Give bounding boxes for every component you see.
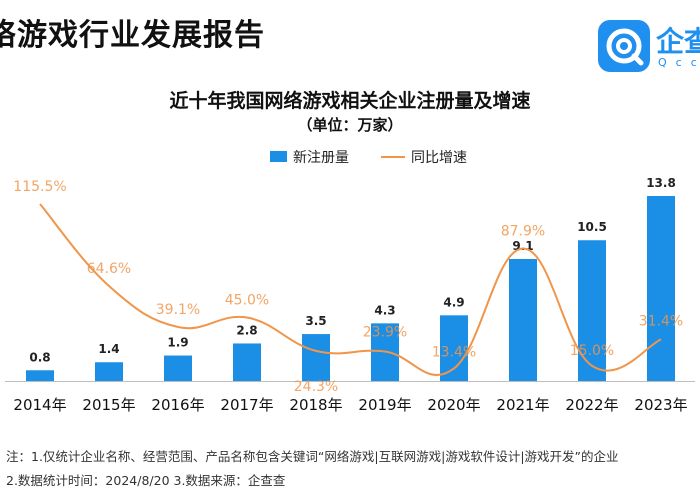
growth-rate-label: 23.9%: [363, 325, 407, 341]
chart-subtitle: （单位：万家）: [297, 116, 403, 134]
legend-line-swatch: [381, 156, 405, 158]
bar-value-label: 2.8: [236, 323, 257, 337]
chart-title: 近十年我国网络游戏相关企业注册量及增速: [169, 90, 531, 112]
bar: [647, 196, 675, 381]
legend-line-label: 同比增速: [411, 150, 467, 166]
growth-rate-label: 13.4%: [432, 344, 476, 360]
qcc-logo-icon: [598, 20, 650, 72]
legend-bar-label: 新注册量: [293, 150, 349, 166]
bar: [233, 343, 261, 381]
bar: [26, 370, 54, 381]
report-title: 络游戏行业发展报告: [0, 18, 265, 53]
bar-value-label: 13.8: [646, 176, 676, 190]
x-tick-label: 2022年: [565, 396, 618, 414]
bar: [440, 315, 468, 381]
bar-value-label: 1.4: [98, 342, 119, 356]
growth-rate-label: 31.4%: [639, 313, 683, 329]
bar-value-label: 4.9: [443, 295, 464, 309]
x-tick-label: 2019年: [358, 396, 411, 414]
bar-value-label: 3.5: [305, 314, 326, 328]
x-tick-label: 2021年: [496, 396, 549, 414]
legend-bar-swatch: [270, 151, 287, 162]
bar-value-label: 1.9: [167, 336, 188, 350]
bar: [578, 240, 606, 381]
brand-sub: Qcc: [658, 56, 697, 69]
x-tick-label: 2014年: [13, 396, 66, 414]
growth-rate-label: 39.1%: [156, 302, 200, 318]
x-tick-label: 2016年: [151, 396, 204, 414]
x-tick-label: 2017年: [220, 396, 273, 414]
growth-rate-label: 45.0%: [225, 293, 269, 309]
bar: [164, 355, 192, 381]
growth-rate-label: 24.3%: [294, 379, 338, 395]
x-tick-label: 2018年: [289, 396, 342, 414]
bar-value-label: 10.5: [577, 220, 607, 234]
x-tick-label: 2023年: [634, 396, 687, 414]
bar-value-label: 0.8: [29, 350, 50, 364]
bar: [95, 362, 123, 381]
growth-rate-label: 15.0%: [570, 343, 614, 359]
growth-rate-label: 87.9%: [501, 223, 545, 239]
growth-rate-line: [39, 203, 662, 376]
growth-rate-label: 115.5%: [13, 179, 66, 195]
bar: [509, 259, 537, 381]
footnote-1: 注：1.仅统计企业名称、经营范围、产品名称包含关键词“网络游戏|互联网游戏|游戏…: [6, 449, 619, 464]
x-tick-label: 2020年: [427, 396, 480, 414]
growth-rate-label: 64.6%: [87, 261, 131, 277]
brand-logo: 企查 Qcc: [598, 6, 700, 78]
x-tick-label: 2015年: [82, 396, 135, 414]
brand-name: 企查: [656, 25, 700, 58]
bar-value-label: 4.3: [374, 303, 395, 317]
bar: [302, 334, 330, 381]
footnote-2: 2.数据统计时间：2024/8/20 3.数据来源：企查查: [6, 473, 286, 488]
chart-legend: 新注册量 同比增速: [0, 146, 700, 168]
